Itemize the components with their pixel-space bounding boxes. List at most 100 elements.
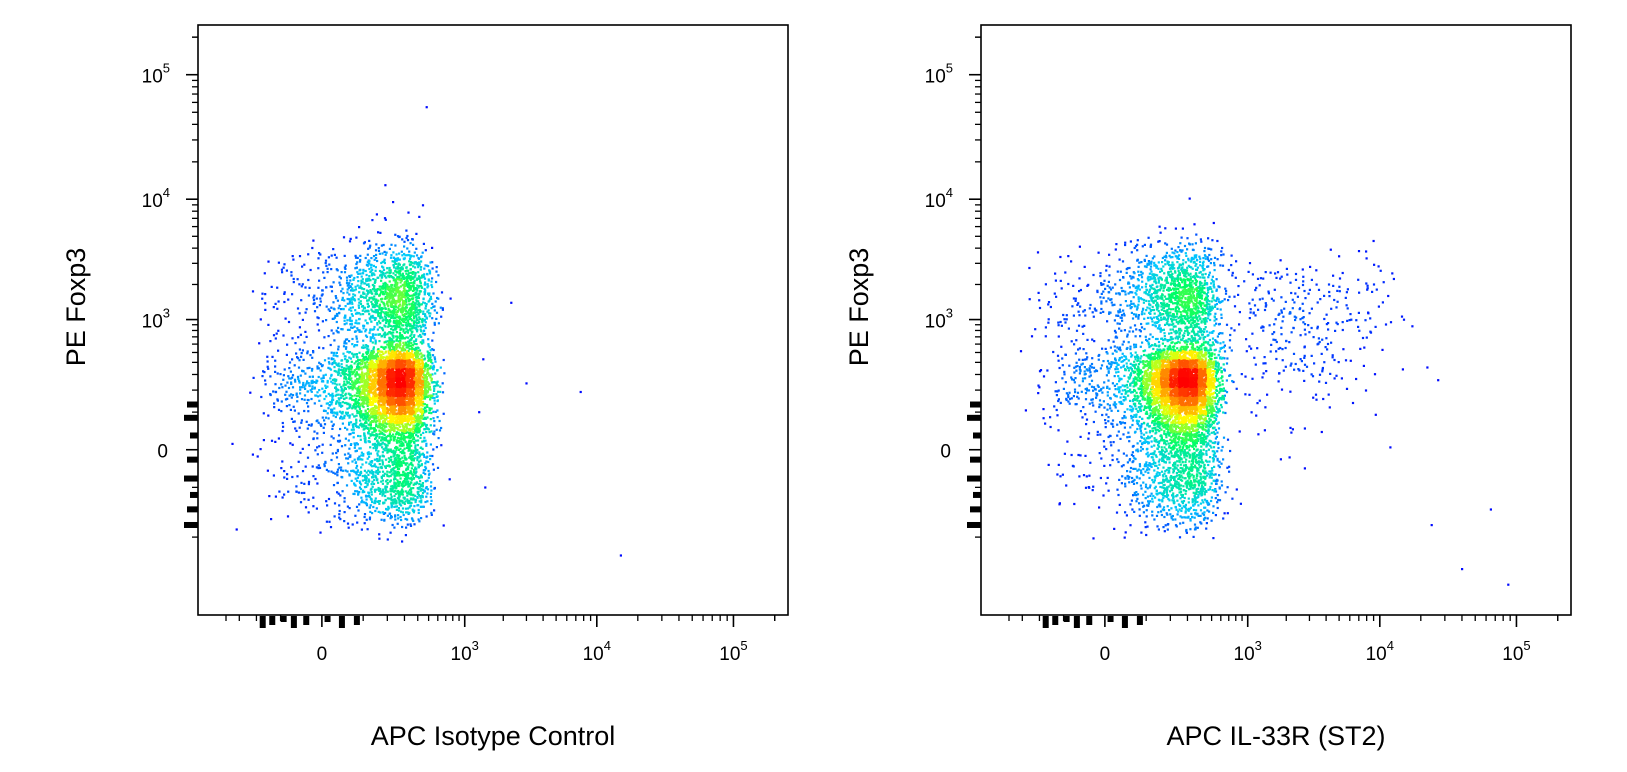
data-point [371,476,374,479]
data-point [326,379,329,383]
data-point [350,428,353,431]
data-point [379,285,382,288]
data-point [410,336,413,339]
data-point [418,263,421,266]
data-point [384,346,387,349]
data-point [364,475,367,478]
data-point [388,341,391,344]
data-point [419,505,422,508]
data-point [442,358,445,362]
data-point [379,431,382,434]
data-point [416,487,419,490]
data-point [333,382,337,385]
data-point [266,355,269,358]
data-point [367,247,370,250]
data-point [388,247,391,250]
data-point [378,413,381,417]
data-point [395,262,398,265]
data-point [304,506,308,509]
data-point [406,280,409,283]
data-point [297,412,300,415]
data-point [374,411,377,415]
data-point [391,484,394,488]
data-point [406,234,409,238]
data-point [333,316,337,319]
data-point [395,441,399,444]
data-point [416,277,419,280]
data-point [340,389,343,392]
data-point [404,352,408,355]
data-point [401,499,404,502]
data-point [415,423,418,426]
data-point [339,393,342,397]
data-point [376,435,379,438]
data-point [407,349,410,353]
data-point [334,386,337,389]
data-point [422,408,425,411]
data-point [391,260,394,263]
data-point [383,260,386,263]
data-point [393,351,396,354]
data-point [315,466,318,469]
data-point [286,477,289,480]
data-point [384,351,387,354]
data-point [408,429,411,432]
data-point [359,470,363,473]
data-point [261,297,264,300]
data-point [368,376,371,379]
data-point [299,386,302,389]
data-point [395,463,398,466]
data-point [369,434,372,437]
data-point [403,263,406,266]
data-point [403,431,406,434]
data-point [282,374,285,377]
data-point [388,497,391,500]
data-point [392,449,395,452]
data-point [343,266,346,269]
data-point [418,349,422,352]
data-point [400,435,403,438]
data-point [361,295,364,298]
data-point [290,381,293,384]
data-point [324,461,327,464]
data-point [389,320,392,323]
data-point [358,394,361,397]
data-point [433,321,436,324]
data-point [303,398,306,401]
data-point [381,441,384,444]
data-point [304,465,307,468]
data-point [360,396,363,399]
data-point [416,491,419,494]
data-point [423,354,426,357]
data-point [359,416,362,419]
data-point [342,236,346,239]
data-point [371,333,374,336]
data-point [359,414,362,417]
data-point [392,340,396,343]
data-point [424,480,427,483]
data-point [367,452,371,456]
data-point [354,254,357,257]
data-point [392,424,395,427]
data-point [383,405,386,408]
data-point [393,454,396,457]
data-point [231,442,234,445]
data-point [427,279,430,282]
data-point [419,335,423,338]
data-point [383,293,386,296]
data-point [345,276,349,279]
data-point [366,277,369,280]
data-point [386,538,389,541]
data-point [412,317,415,320]
data-point [286,343,289,346]
data-point [382,512,385,515]
data-point [412,509,415,512]
data-point [429,398,432,401]
data-point [313,381,316,384]
data-point [417,361,420,364]
data-point [353,369,356,372]
data-point [387,464,390,467]
data-point [293,378,297,381]
data-point [417,309,420,312]
data-point [378,470,381,473]
